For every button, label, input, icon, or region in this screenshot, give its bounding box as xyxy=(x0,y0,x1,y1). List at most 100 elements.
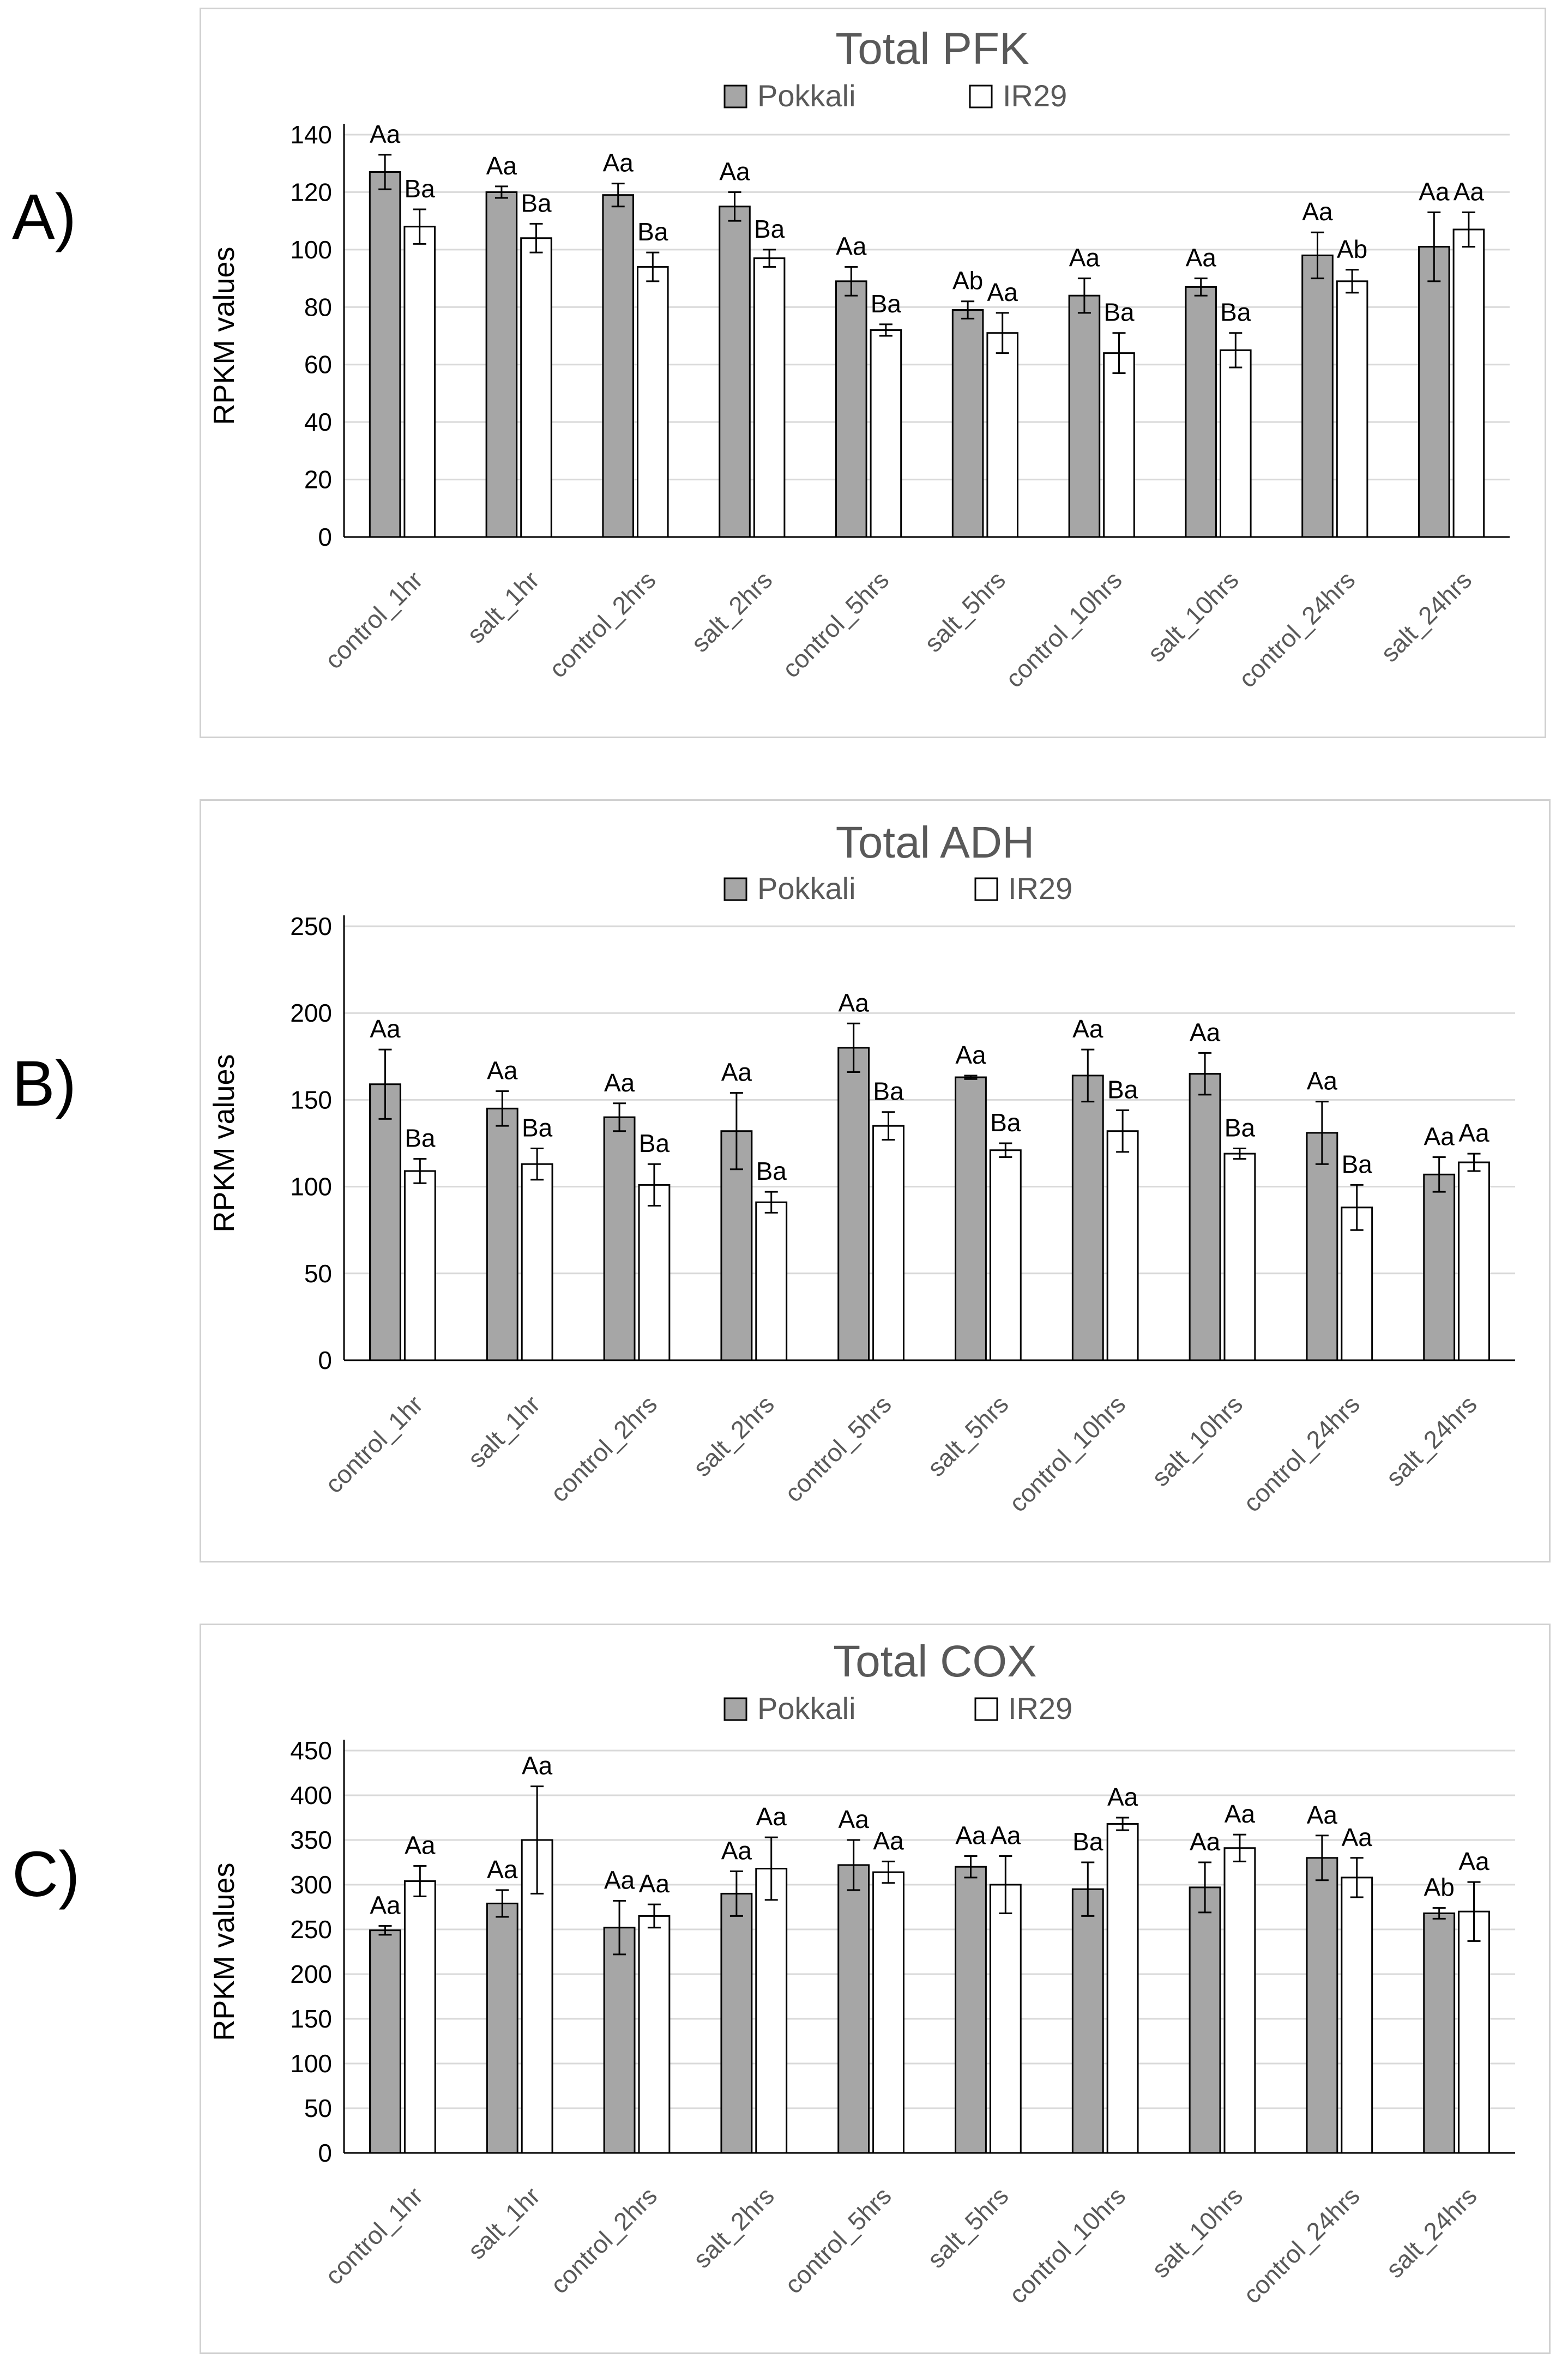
y-tick-label: 50 xyxy=(304,2094,332,2122)
y-tick-label: 0 xyxy=(318,1346,332,1374)
bar-ir29 xyxy=(638,1915,671,2154)
data-label-pokkali: Aa xyxy=(839,988,870,1017)
x-tick-label: salt_2hrs xyxy=(686,565,778,657)
panel-label-c: C) xyxy=(12,1838,80,1910)
bar-pokkali xyxy=(369,1083,401,1361)
bar-pokkali xyxy=(486,1107,518,1361)
data-label-pokkali: Aa xyxy=(604,1069,635,1097)
bar-ir29 xyxy=(872,1125,904,1361)
bar-pokkali xyxy=(602,194,634,538)
bar-ir29 xyxy=(870,329,902,538)
data-label-ir29: Aa xyxy=(1458,1847,1489,1875)
bar-pokkali xyxy=(603,1927,636,2154)
data-label-ir29: Ba xyxy=(1220,298,1251,327)
bar-pokkali xyxy=(1301,254,1334,538)
bar-pokkali xyxy=(1071,1075,1104,1361)
data-label-pokkali: Aa xyxy=(1186,244,1217,272)
y-axis-label: RPKM values xyxy=(208,1862,240,2041)
chart-title: Total ADH xyxy=(836,818,1035,867)
data-label-pokkali: Aa xyxy=(487,1056,518,1084)
bar-ir29 xyxy=(1341,1877,1373,2154)
x-tick-label: salt_10hrs xyxy=(1142,565,1244,667)
data-label-pokkali: Aa xyxy=(1190,1018,1221,1046)
data-label-ir29: Aa xyxy=(1107,1783,1138,1811)
data-label-ir29: Ba xyxy=(639,1129,670,1157)
x-tick-label: salt_2hrs xyxy=(687,2181,780,2273)
y-tick-label: 100 xyxy=(290,2049,332,2078)
bar-ir29 xyxy=(521,1163,553,1361)
y-tick-label: 250 xyxy=(290,1915,332,1944)
y-tick-label: 250 xyxy=(290,912,332,940)
chart-cox: 0 50 100 150 200 250 300 350 400 450 Total COX RPKM… xyxy=(208,1637,1515,2309)
data-label-ir29: Ba xyxy=(754,215,785,243)
x-tick-label: control_10hrs xyxy=(1003,2181,1131,2309)
y-tick-label: 100 xyxy=(290,1173,332,1201)
data-label-ir29: Aa xyxy=(987,278,1018,306)
legend-swatch-pokkali xyxy=(723,1697,747,1721)
bar-ir29 xyxy=(1458,1910,1490,2154)
bar-ir29 xyxy=(1341,1206,1373,1361)
x-tick-label: control_2hrs xyxy=(544,565,661,683)
x-tick-label: salt_1hr xyxy=(462,2181,545,2264)
data-label-ir29: Ba xyxy=(1107,1076,1138,1104)
data-label-pokkali: Aa xyxy=(721,1836,752,1865)
bar-pokkali xyxy=(1189,1073,1221,1361)
x-tick-label: salt_5hrs xyxy=(919,565,1011,657)
bar-pokkali xyxy=(1423,1173,1456,1361)
legend-label-pokkali: Pokkali xyxy=(757,871,856,906)
data-label-ir29: Aa xyxy=(1454,177,1485,206)
data-label-ir29: Ba xyxy=(1342,1150,1373,1178)
data-label-pokkali: Aa xyxy=(370,1015,401,1043)
bar-pokkali xyxy=(1418,246,1450,538)
y-tick-label: 80 xyxy=(304,293,332,321)
x-tick-label: control_1hr xyxy=(319,1390,429,1499)
bar-ir29 xyxy=(1103,352,1135,538)
data-label-ir29: Aa xyxy=(522,1752,553,1780)
bar-pokkali xyxy=(955,1866,987,2154)
bar-ir29 xyxy=(1336,280,1368,538)
bar-ir29 xyxy=(1106,1130,1139,1361)
y-axis-label: RPKM values xyxy=(208,246,240,425)
bar-pokkali xyxy=(837,1047,870,1361)
panel-label-b: B) xyxy=(12,1048,76,1120)
data-label-pokkali: Aa xyxy=(603,149,634,177)
chart-cox-container: 0 50 100 150 200 250 300 350 400 450 Total COX RPKM… xyxy=(200,1624,1551,2354)
data-label-pokkali: Aa xyxy=(955,1821,986,1850)
y-tick-label: 400 xyxy=(290,1781,332,1809)
bar-pokkali xyxy=(603,1116,636,1361)
chart-title: Total COX xyxy=(833,1637,1037,1686)
x-tick-label: control_2hrs xyxy=(545,2181,662,2299)
bar-ir29 xyxy=(1223,1153,1256,1361)
data-label-pokkali: Ab xyxy=(1424,1873,1455,1902)
chart-title: Total PFK xyxy=(835,24,1029,74)
legend-swatch-ir29 xyxy=(974,877,998,901)
x-tick-label: control_5hrs xyxy=(779,1390,897,1507)
bar-pokkali xyxy=(835,280,867,538)
legend-swatch-ir29 xyxy=(974,1697,998,1721)
data-label-ir29: Ba xyxy=(405,174,436,203)
bar-pokkali xyxy=(1189,1886,1221,2154)
bar-pokkali xyxy=(719,206,751,538)
x-tick-label: control_1hr xyxy=(319,2181,429,2290)
bar-pokkali xyxy=(837,1864,870,2154)
data-label-ir29: Aa xyxy=(405,1831,436,1860)
y-tick-label: 50 xyxy=(304,1259,332,1288)
legend-swatch-pokkali xyxy=(723,877,747,901)
data-label-ir29: Ba xyxy=(1225,1114,1256,1142)
data-label-pokkali: Aa xyxy=(955,1041,986,1069)
y-tick-label: 450 xyxy=(290,1736,332,1765)
bar-pokkali xyxy=(485,191,518,538)
bar-pokkali xyxy=(1306,1132,1338,1361)
y-tick-label: 60 xyxy=(304,351,332,379)
data-label-pokkali: Aa xyxy=(1307,1067,1338,1095)
data-label-ir29: Ba xyxy=(522,1114,553,1142)
bar-ir29 xyxy=(1452,228,1485,538)
legend-swatch-ir29 xyxy=(969,85,993,108)
x-tick-label: control_24hrs xyxy=(1233,565,1361,693)
bar-ir29 xyxy=(1220,349,1252,538)
data-label-pokkali: Aa xyxy=(1419,177,1450,206)
x-tick-label: control_1hr xyxy=(319,565,428,674)
x-tick-label: control_5hrs xyxy=(776,565,894,683)
y-tick-label: 150 xyxy=(290,1085,332,1114)
bar-ir29 xyxy=(753,257,786,538)
